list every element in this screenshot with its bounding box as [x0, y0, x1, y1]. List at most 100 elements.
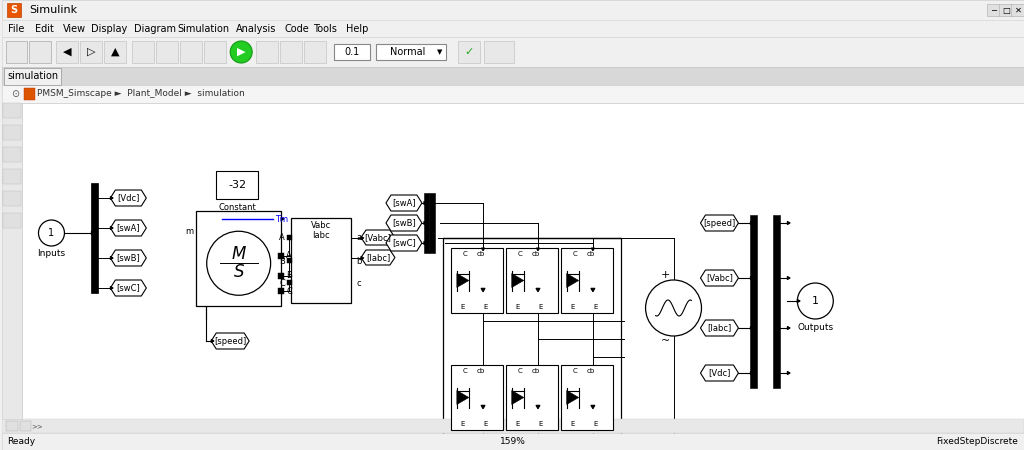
- FancyBboxPatch shape: [506, 248, 558, 313]
- Polygon shape: [787, 276, 791, 279]
- FancyBboxPatch shape: [91, 183, 98, 293]
- FancyBboxPatch shape: [2, 0, 1024, 20]
- Text: [speed]: [speed]: [214, 337, 247, 346]
- Polygon shape: [512, 274, 523, 288]
- FancyBboxPatch shape: [2, 85, 1024, 103]
- Text: E: E: [539, 304, 543, 310]
- Text: B: B: [280, 256, 285, 266]
- Text: Vabc: Vabc: [311, 221, 331, 230]
- Text: Display: Display: [91, 23, 127, 33]
- Text: [swC]: [swC]: [392, 238, 416, 248]
- Text: C: C: [572, 251, 578, 257]
- FancyBboxPatch shape: [256, 41, 279, 63]
- FancyBboxPatch shape: [773, 215, 780, 388]
- Text: [Iabc]: [Iabc]: [708, 324, 731, 333]
- Text: ✕: ✕: [1015, 5, 1022, 14]
- FancyBboxPatch shape: [451, 248, 503, 313]
- Text: Outputs: Outputs: [798, 323, 834, 332]
- Polygon shape: [424, 202, 427, 205]
- Polygon shape: [424, 221, 427, 225]
- Text: 0.1: 0.1: [344, 47, 359, 57]
- Text: S: S: [233, 263, 244, 281]
- Text: E: E: [539, 421, 543, 427]
- Text: Iabc: Iabc: [312, 231, 330, 240]
- Text: ✓: ✓: [464, 47, 473, 57]
- Text: c: c: [356, 279, 360, 288]
- Text: ◀: ◀: [63, 47, 72, 57]
- Text: -32: -32: [228, 180, 246, 190]
- Text: E: E: [483, 304, 488, 310]
- Text: A: A: [286, 252, 292, 261]
- FancyBboxPatch shape: [22, 103, 1024, 419]
- Polygon shape: [282, 217, 284, 220]
- Polygon shape: [386, 215, 422, 231]
- FancyBboxPatch shape: [2, 419, 1024, 433]
- Text: cb: cb: [477, 251, 485, 257]
- Text: E: E: [594, 421, 598, 427]
- FancyBboxPatch shape: [2, 103, 22, 419]
- Polygon shape: [481, 288, 485, 292]
- Text: File: File: [7, 23, 24, 33]
- FancyBboxPatch shape: [30, 41, 51, 63]
- Polygon shape: [481, 248, 484, 251]
- FancyBboxPatch shape: [197, 211, 282, 306]
- FancyBboxPatch shape: [561, 365, 612, 430]
- Text: PMSM_Simscape ►  Plant_Model ►  simulation: PMSM_Simscape ► Plant_Model ► simulation: [38, 90, 245, 99]
- Text: Simulink: Simulink: [30, 5, 78, 15]
- Text: ⊙: ⊙: [11, 89, 19, 99]
- Text: View: View: [63, 23, 86, 33]
- Polygon shape: [111, 226, 114, 230]
- Circle shape: [230, 41, 252, 63]
- Text: 1: 1: [48, 228, 54, 238]
- FancyBboxPatch shape: [2, 433, 1024, 450]
- FancyBboxPatch shape: [104, 41, 126, 63]
- Text: ~: ~: [660, 336, 670, 346]
- Polygon shape: [700, 320, 738, 336]
- Text: Analysis: Analysis: [237, 23, 276, 33]
- FancyBboxPatch shape: [157, 41, 178, 63]
- Polygon shape: [111, 256, 114, 260]
- Text: [swC]: [swC]: [117, 284, 140, 292]
- Polygon shape: [798, 299, 800, 302]
- FancyBboxPatch shape: [458, 41, 480, 63]
- Text: C: C: [286, 287, 292, 296]
- FancyBboxPatch shape: [2, 169, 20, 184]
- FancyBboxPatch shape: [451, 365, 503, 430]
- Text: FixedStepDiscrete: FixedStepDiscrete: [936, 436, 1018, 446]
- FancyBboxPatch shape: [2, 20, 1024, 37]
- Polygon shape: [111, 280, 146, 296]
- Text: [swA]: [swA]: [392, 198, 416, 207]
- Polygon shape: [537, 248, 540, 251]
- FancyBboxPatch shape: [5, 421, 17, 431]
- FancyBboxPatch shape: [429, 193, 435, 253]
- Polygon shape: [91, 231, 95, 235]
- Text: cb: cb: [477, 368, 485, 374]
- FancyBboxPatch shape: [424, 213, 429, 233]
- Polygon shape: [211, 339, 214, 342]
- FancyBboxPatch shape: [304, 41, 326, 63]
- Polygon shape: [787, 371, 791, 374]
- Text: E: E: [483, 421, 488, 427]
- FancyBboxPatch shape: [2, 37, 1024, 67]
- Text: Code: Code: [285, 23, 309, 33]
- FancyBboxPatch shape: [483, 41, 514, 63]
- Polygon shape: [700, 365, 738, 381]
- Text: ▼: ▼: [437, 49, 442, 55]
- Text: Help: Help: [346, 23, 368, 33]
- Text: □: □: [1002, 5, 1010, 14]
- Text: [Iabc]: [Iabc]: [366, 253, 390, 262]
- Text: Diagram: Diagram: [134, 23, 176, 33]
- FancyBboxPatch shape: [3, 68, 61, 85]
- FancyBboxPatch shape: [24, 88, 36, 100]
- Text: +: +: [660, 270, 671, 280]
- Text: ▷: ▷: [87, 47, 95, 57]
- FancyBboxPatch shape: [180, 41, 202, 63]
- FancyBboxPatch shape: [281, 41, 302, 63]
- Text: [swA]: [swA]: [117, 224, 140, 233]
- Text: Inputs: Inputs: [38, 248, 66, 257]
- FancyBboxPatch shape: [334, 44, 370, 60]
- Polygon shape: [481, 405, 485, 409]
- Text: simulation: simulation: [7, 71, 58, 81]
- Polygon shape: [591, 288, 595, 292]
- Text: C: C: [280, 279, 285, 288]
